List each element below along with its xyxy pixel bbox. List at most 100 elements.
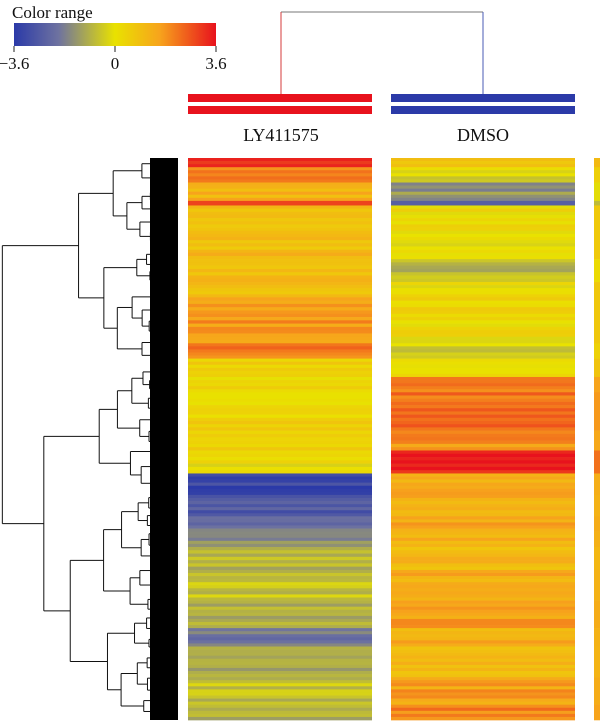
partial-column-cell [594, 282, 600, 298]
heatmap-cell [391, 606, 575, 611]
heatmap-cell [188, 491, 372, 496]
heatmap-cell [188, 550, 372, 554]
heatmap-cell [391, 326, 575, 331]
heatmap-cell [391, 640, 575, 644]
heatmap-cell [188, 191, 372, 196]
heatmap-cell [391, 164, 575, 168]
heatmap-cell [188, 609, 372, 614]
heatmap-cell [188, 643, 372, 647]
heatmap-cell [188, 421, 372, 425]
heatmap-cell [391, 417, 575, 422]
heatmap-cell [391, 285, 575, 289]
heatmap-cell [188, 537, 372, 542]
heatmap-cell [188, 158, 372, 162]
heatmap-cell [188, 513, 372, 517]
heatmap-cell [391, 303, 575, 308]
partial-column-cell [594, 167, 600, 183]
heatmap-cell [391, 205, 575, 209]
heatmap-cell [391, 182, 575, 186]
heatmap-cell [391, 358, 575, 363]
heatmap-cell [188, 361, 372, 366]
heatmap-cell [391, 300, 575, 305]
heatmap-cell [391, 275, 575, 280]
heatmap-cell [391, 430, 575, 435]
heatmap-cell [391, 401, 575, 406]
heatmap-cell [188, 230, 372, 235]
heatmap-cell [188, 634, 372, 638]
heatmap-cell [391, 615, 575, 620]
heatmap-cell [391, 643, 575, 647]
partial-column-cell [594, 392, 600, 431]
heatmap-cell [188, 346, 372, 350]
colorbar-tick-label: −3.6 [0, 54, 29, 73]
heatmap-cell [188, 543, 372, 548]
heatmap-cell [391, 453, 575, 458]
heatmap-cell [188, 677, 372, 681]
heatmap-cell [188, 658, 372, 663]
heatmap-cell [188, 285, 372, 289]
heatmap-cell [391, 227, 575, 232]
heatmap-cell [391, 704, 575, 709]
heatmap-cell [391, 443, 575, 448]
heatmap-cell [391, 519, 575, 523]
partial-column-cell [594, 473, 600, 496]
heatmap-cell [391, 556, 575, 561]
heatmap-cell [188, 161, 372, 165]
heatmap-cell [188, 373, 372, 378]
heatmap-cell [391, 634, 575, 638]
partial-column-cell [594, 430, 600, 451]
heatmap-cell [391, 585, 575, 589]
heatmap-cell [391, 579, 575, 583]
heatmap-cell [188, 167, 372, 171]
heatmap-cell [391, 197, 575, 202]
heatmap-cell [391, 185, 575, 189]
heatmap-cell [391, 652, 575, 657]
heatmap-cell [391, 237, 575, 241]
column-dendrogram [280, 11, 484, 94]
heatmap-cell [391, 282, 575, 286]
heatmap-cell [391, 537, 575, 542]
heatmap-cell [188, 553, 372, 558]
heatmap-cell [188, 414, 372, 419]
heatmap-cell [391, 307, 575, 311]
heatmap-cell [188, 200, 372, 206]
column-bar [391, 94, 575, 102]
heatmap-cell [188, 664, 372, 669]
heatmap-cell [188, 278, 372, 283]
heatmap-cell [391, 272, 575, 276]
heatmap-cell [188, 197, 372, 202]
heatmap-cell [391, 470, 575, 474]
heatmap-cell [188, 440, 372, 445]
heatmap-cell [188, 646, 372, 650]
heatmap-cell [188, 262, 372, 266]
heatmap-cell [188, 424, 372, 428]
heatmap-cell [188, 224, 372, 228]
heatmap-cell [188, 597, 372, 601]
heatmap-cell [391, 395, 575, 400]
heatmap-cell [391, 522, 575, 526]
heatmap-cell [391, 380, 575, 384]
heatmap-cell [188, 437, 372, 441]
heatmap-cell [188, 364, 372, 369]
heatmap-cell [391, 389, 575, 393]
heatmap-cell [188, 476, 372, 480]
heatmap-cell [188, 323, 372, 328]
heatmap-cell [391, 230, 575, 235]
heatmap-cell [188, 408, 372, 412]
partial-column-cell [594, 259, 600, 283]
heatmap-cell [188, 563, 372, 567]
heatmap-cell [391, 692, 575, 696]
heatmap-cell [391, 560, 575, 564]
heatmap-cell [188, 640, 372, 644]
heatmap-cell [391, 566, 575, 571]
heatmap-cell [391, 243, 575, 247]
heatmap-cell [391, 637, 575, 641]
partial-column-cell [594, 516, 600, 532]
heatmap-cell [188, 479, 372, 483]
heatmap-cell [391, 546, 575, 551]
heatmap-cell [391, 367, 575, 372]
heatmap-cell [391, 701, 575, 706]
heatmap-cell [391, 224, 575, 228]
heatmap-cell [188, 689, 372, 693]
heatmap-cell [391, 710, 575, 715]
